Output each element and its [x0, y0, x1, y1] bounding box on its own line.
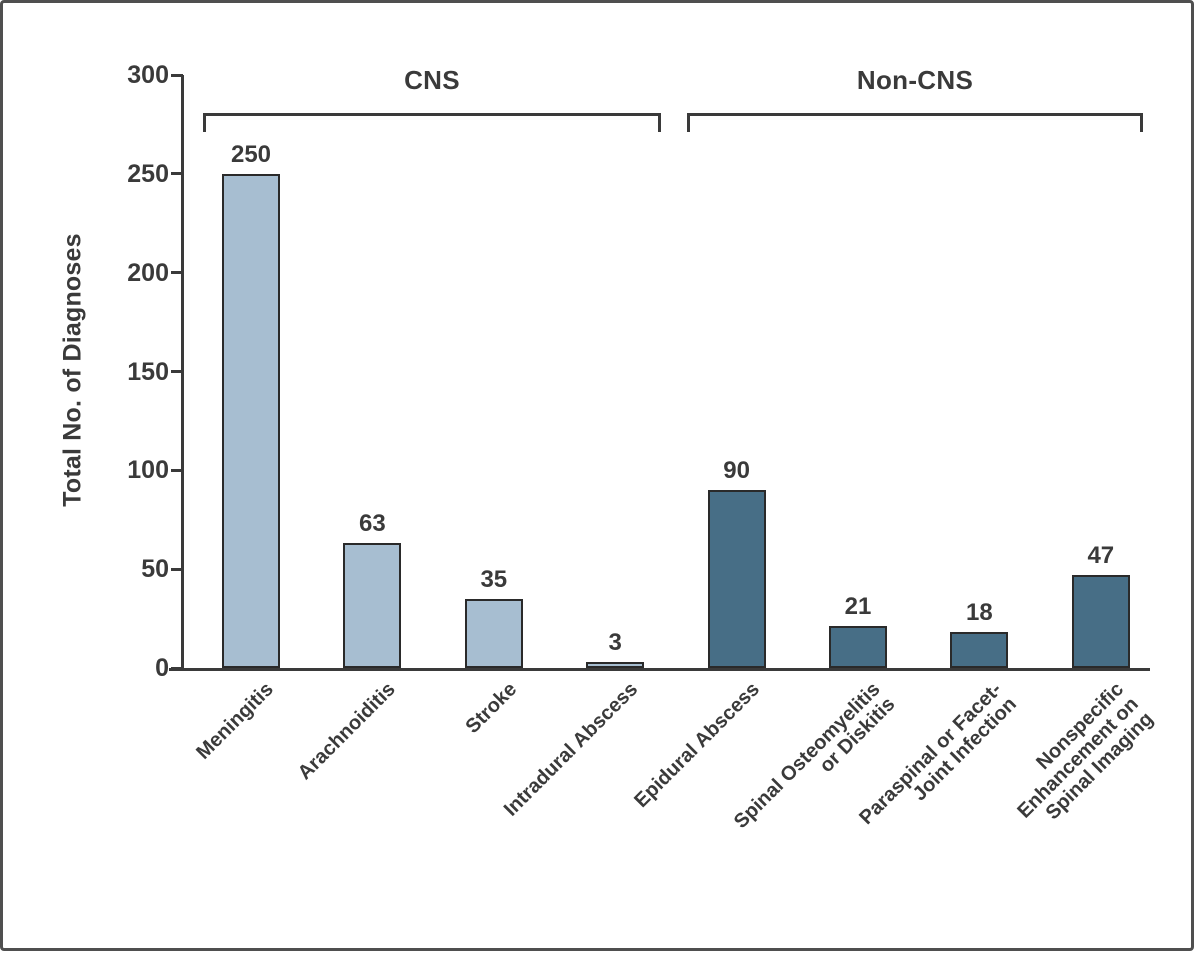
bar — [829, 626, 887, 668]
cns-group-label: CNS — [404, 65, 460, 95]
y-tick-mark — [171, 666, 183, 670]
bar-value-label: 47 — [1087, 542, 1115, 570]
x-axis-line — [169, 668, 1150, 671]
bar-value-label: 63 — [359, 510, 386, 538]
cns-bracket-right-tick — [658, 116, 661, 132]
y-tick-label: 100 — [127, 456, 169, 485]
bar — [950, 632, 1009, 668]
x-category-label: Arachnoiditis — [293, 678, 400, 785]
y-tick-mark — [171, 73, 183, 77]
bar — [1071, 575, 1130, 668]
non-cns-bracket-right-tick — [1140, 116, 1143, 132]
x-category-label-line: Intradural Abscess — [499, 678, 643, 821]
y-tick-mark — [171, 271, 183, 275]
bar-value-label: 18 — [966, 599, 993, 627]
non-cns-group-label: Non-CNS — [856, 65, 974, 95]
x-category-label-line: Arachnoiditis — [293, 678, 400, 785]
y-tick-label: 50 — [141, 555, 169, 584]
y-axis-line — [181, 75, 184, 671]
bar-value-label: 3 — [608, 629, 622, 657]
bar — [707, 490, 766, 668]
x-category-label: Meningitis — [192, 678, 278, 764]
y-tick-label: 150 — [127, 357, 169, 386]
bar — [464, 598, 523, 668]
x-category-label: Intradural Abscess — [499, 678, 643, 821]
x-category-label-line: Joint Infection — [908, 693, 1022, 806]
bar-chart: Total No. of Diagnoses 0 50 100 150 200 250 30… — [3, 3, 1191, 948]
bar-value-label: 35 — [480, 565, 508, 593]
bar — [586, 662, 645, 668]
y-tick-label: 0 — [155, 654, 169, 682]
y-tick-mark — [171, 567, 183, 571]
y-tick-mark — [171, 468, 183, 472]
non-cns-bracket-left-tick — [687, 116, 690, 132]
y-tick-label: 200 — [127, 258, 169, 287]
x-category-label: Epidural Abscess — [629, 678, 764, 813]
bar-value-label: 90 — [723, 457, 750, 485]
y-tick-label: 250 — [127, 159, 169, 188]
cns-bracket-left-tick — [203, 116, 206, 132]
x-category-label-line: Stroke — [461, 678, 521, 738]
y-tick-label: 300 — [127, 61, 169, 89]
y-axis-title: Total No. of Diagnoses — [58, 233, 87, 507]
x-category-label-line: Meningitis — [192, 678, 278, 764]
x-category-label-line: Epidural Abscess — [629, 678, 764, 813]
x-category-label: Nonspecific Enhancement on Spinal Imaging — [999, 678, 1157, 837]
bar — [343, 543, 402, 668]
x-category-label: Stroke — [461, 678, 521, 738]
non-cns-bracket — [687, 113, 1143, 132]
bar-value-label: 250 — [230, 140, 272, 168]
cns-bracket — [203, 113, 661, 132]
y-tick-mark — [171, 172, 183, 176]
bar-value-label: 21 — [844, 593, 872, 621]
bar — [222, 173, 280, 668]
y-tick-mark — [171, 370, 183, 373]
